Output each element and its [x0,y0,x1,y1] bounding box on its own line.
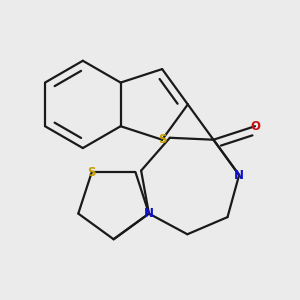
Text: O: O [250,120,260,133]
Text: N: N [234,169,244,182]
Text: N: N [144,207,154,220]
Text: S: S [158,133,167,146]
Text: S: S [88,166,96,178]
